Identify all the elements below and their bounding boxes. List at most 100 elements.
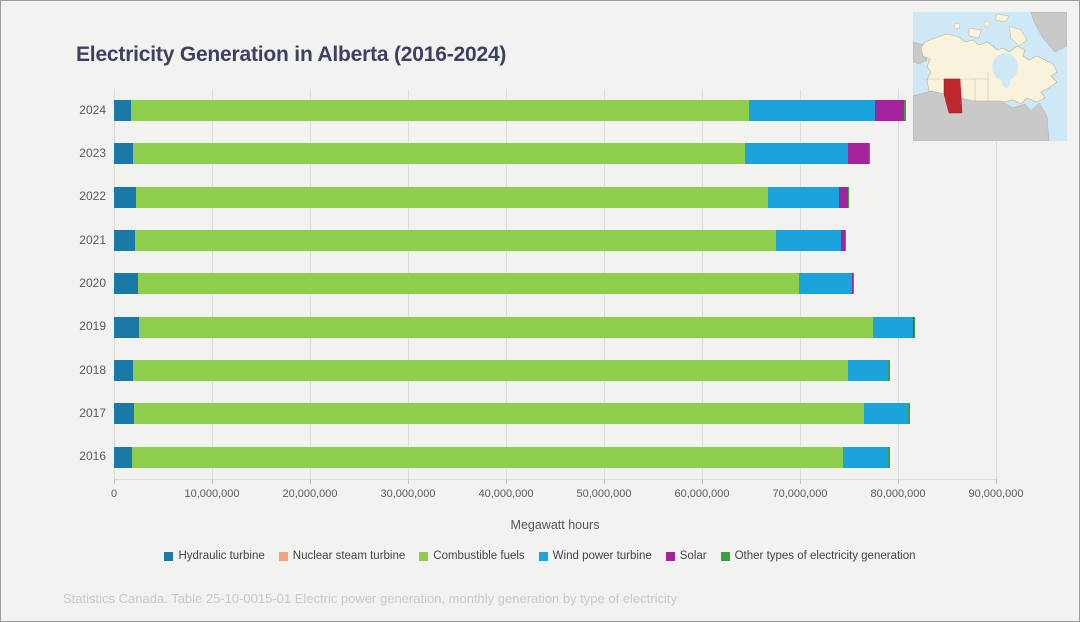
bar-segment bbox=[114, 143, 133, 165]
y-axis-category-label: 2019 bbox=[79, 319, 106, 334]
map-island bbox=[983, 20, 991, 28]
chart-legend: Hydraulic turbine Nuclear steam turbine Co… bbox=[1, 550, 1079, 562]
axis-tick bbox=[996, 479, 997, 484]
bar-segment bbox=[852, 273, 854, 295]
bar-row: 2017 bbox=[79, 392, 996, 435]
bar-segment bbox=[841, 230, 846, 252]
bar-segment bbox=[845, 230, 847, 252]
bar-segment bbox=[114, 403, 134, 425]
legend-item: Nuclear steam turbine bbox=[278, 550, 406, 562]
stacked-bar bbox=[114, 100, 906, 122]
y-axis-category-label: 2023 bbox=[79, 145, 106, 160]
legend-swatch-icon bbox=[538, 551, 548, 561]
plot-area: 2024 2023 2022 2021 2020 2019 2018 2017 2016 bbox=[79, 89, 997, 484]
x-axis-tick-label: 80,000,000 bbox=[870, 488, 926, 500]
x-axis-tick-label: 10,000,000 bbox=[184, 488, 240, 500]
map-greenland bbox=[1030, 12, 1067, 53]
legend-swatch-icon bbox=[665, 551, 675, 561]
map-alberta-highlight bbox=[943, 78, 963, 114]
bar-segment bbox=[863, 403, 908, 425]
bar-segment bbox=[134, 230, 777, 252]
page-title: Electricity Generation in Alberta (2016-… bbox=[76, 43, 507, 66]
bar-segment bbox=[114, 186, 136, 208]
bar-segment bbox=[907, 403, 910, 425]
legend-item: Solar bbox=[665, 550, 707, 562]
legend-swatch-icon bbox=[720, 551, 730, 561]
y-axis-category-label: 2020 bbox=[79, 275, 106, 290]
legend-label: Solar bbox=[679, 550, 707, 562]
bar-segment bbox=[799, 273, 852, 295]
legend-label: Other types of electricity generation bbox=[734, 550, 916, 562]
bar-segment bbox=[851, 273, 853, 295]
axis-tick bbox=[310, 479, 311, 484]
y-axis-category-label: 2016 bbox=[79, 449, 106, 464]
stacked-bar bbox=[114, 143, 870, 165]
bar-segment bbox=[843, 446, 889, 468]
bar-segment bbox=[847, 186, 849, 208]
legend-swatch-icon bbox=[419, 551, 429, 561]
legend-label: Wind power turbine bbox=[552, 550, 652, 562]
x-axis-tick-label: 30,000,000 bbox=[380, 488, 436, 500]
map-james-bay bbox=[1002, 76, 1010, 88]
bar-row: 2020 bbox=[79, 262, 996, 305]
axis-tick bbox=[408, 479, 409, 484]
stacked-bar bbox=[114, 186, 849, 208]
bar-segment bbox=[868, 143, 870, 165]
y-axis-category-label: 2018 bbox=[79, 362, 106, 377]
bar-row: 2021 bbox=[79, 219, 996, 262]
bar-segment bbox=[848, 360, 889, 382]
map-island bbox=[968, 27, 982, 39]
bar-segment bbox=[888, 446, 891, 468]
bar-row: 2022 bbox=[79, 176, 996, 219]
legend-item: Hydraulic turbine bbox=[164, 550, 265, 562]
x-axis-title: Megawatt hours bbox=[510, 518, 600, 532]
bar-segment bbox=[913, 316, 915, 338]
bar-segment bbox=[132, 360, 848, 382]
map-hudson-bay bbox=[992, 53, 1018, 81]
x-axis-tick-label: 90,000,000 bbox=[968, 488, 1024, 500]
axis-tick bbox=[506, 479, 507, 484]
stacked-bar bbox=[114, 403, 910, 425]
bar-segment bbox=[114, 316, 139, 338]
bar-segment bbox=[114, 273, 138, 295]
x-axis-tick-label: 60,000,000 bbox=[674, 488, 730, 500]
legend-item: Combustible fuels bbox=[419, 550, 525, 562]
bar-segment bbox=[888, 360, 891, 382]
y-axis-category-label: 2021 bbox=[79, 232, 106, 247]
bar-segment bbox=[133, 403, 864, 425]
bar-segment bbox=[767, 186, 840, 208]
x-axis-tick-label: 0 bbox=[110, 488, 118, 500]
y-axis-category-label: 2022 bbox=[79, 189, 106, 204]
legend-label: Hydraulic turbine bbox=[178, 550, 265, 562]
bar-segment bbox=[839, 186, 848, 208]
map-island bbox=[994, 13, 1010, 23]
legend-item: Wind power turbine bbox=[538, 550, 652, 562]
x-axis-tick-label: 20,000,000 bbox=[282, 488, 338, 500]
source-note: Statistics Canada. Table 25-10-0015-01 E… bbox=[63, 591, 677, 606]
bar-row: 2018 bbox=[79, 349, 996, 392]
legend-swatch-icon bbox=[164, 551, 174, 561]
legend-item: Other types of electricity generation bbox=[720, 550, 916, 562]
bar-segment bbox=[749, 100, 876, 122]
bar-segment bbox=[132, 143, 746, 165]
canada-locator-map bbox=[913, 12, 1067, 141]
bar-row: 2024 bbox=[79, 89, 996, 132]
bar-segment bbox=[776, 230, 842, 252]
bar-segment bbox=[135, 186, 768, 208]
bar-segment bbox=[131, 446, 844, 468]
legend-swatch-icon bbox=[278, 551, 288, 561]
bar-segment bbox=[114, 446, 132, 468]
axis-tick bbox=[800, 479, 801, 484]
legend-label: Nuclear steam turbine bbox=[292, 550, 406, 562]
bar-segment bbox=[912, 316, 914, 338]
map-island bbox=[1008, 25, 1028, 47]
axis-tick bbox=[702, 479, 703, 484]
bar-segment bbox=[114, 100, 131, 122]
bar-segment bbox=[875, 100, 904, 122]
y-axis-category-label: 2024 bbox=[79, 102, 106, 117]
gridline bbox=[996, 89, 997, 479]
stacked-bar bbox=[114, 316, 915, 338]
legend-label: Combustible fuels bbox=[433, 550, 525, 562]
y-axis-category-label: 2017 bbox=[79, 405, 106, 420]
